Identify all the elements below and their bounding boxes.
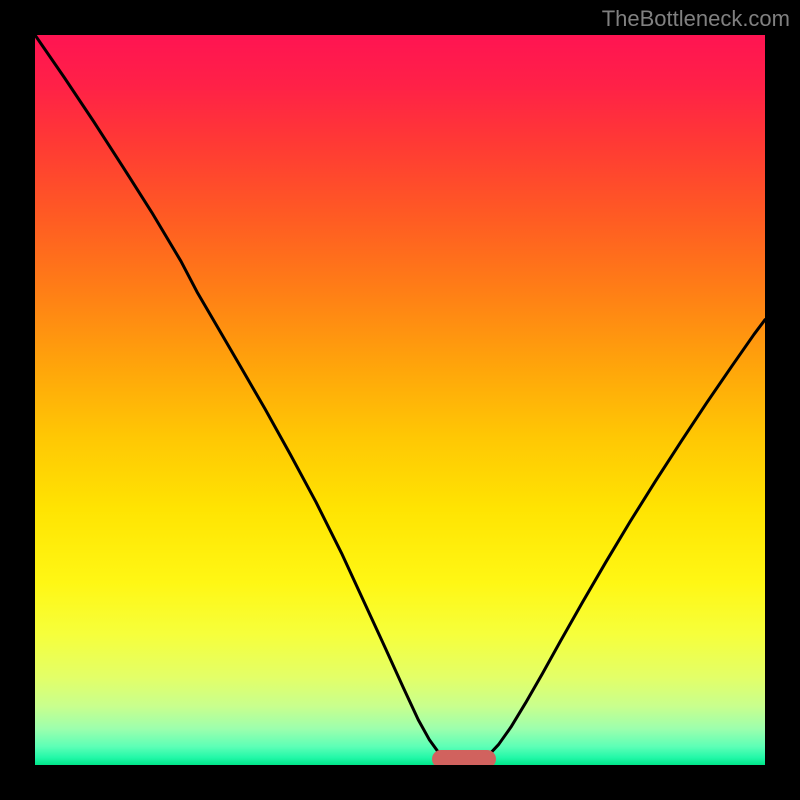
optimum-marker — [432, 750, 496, 765]
bottleneck-curve — [35, 35, 765, 765]
attribution-text: TheBottleneck.com — [602, 6, 790, 32]
plot-area — [35, 35, 765, 765]
chart-container: TheBottleneck.com — [0, 0, 800, 800]
